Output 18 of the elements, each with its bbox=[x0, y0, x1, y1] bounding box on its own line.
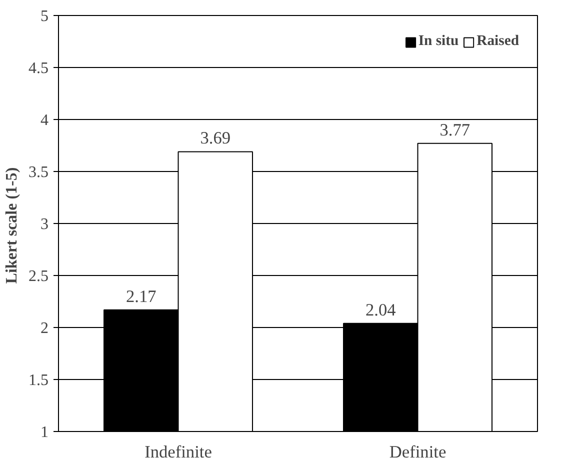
y-tick-label: 3.5 bbox=[28, 164, 48, 181]
data-label: 2.04 bbox=[365, 300, 396, 320]
data-label: 3.77 bbox=[440, 120, 470, 140]
y-tick-label: 2.5 bbox=[28, 268, 48, 285]
y-tick-label: 5 bbox=[40, 8, 48, 25]
data-label: 2.17 bbox=[126, 286, 157, 306]
legend-label: Raised bbox=[476, 33, 519, 50]
data-label: 3.69 bbox=[200, 128, 231, 148]
y-tick-label: 2 bbox=[40, 320, 48, 337]
x-tick-label: Definite bbox=[389, 442, 446, 462]
y-tick-label: 4.5 bbox=[28, 60, 48, 77]
y-tick-label: 1 bbox=[40, 424, 48, 441]
x-tick-label: Indefinite bbox=[144, 442, 212, 462]
y-tick-label: 1.5 bbox=[28, 372, 48, 389]
y-tick-label: 3 bbox=[40, 216, 48, 233]
y-tick-label: 4 bbox=[40, 112, 48, 129]
legend-label: In situ bbox=[418, 33, 459, 50]
y-axis-title: Likert scale (1-5) bbox=[4, 167, 20, 284]
